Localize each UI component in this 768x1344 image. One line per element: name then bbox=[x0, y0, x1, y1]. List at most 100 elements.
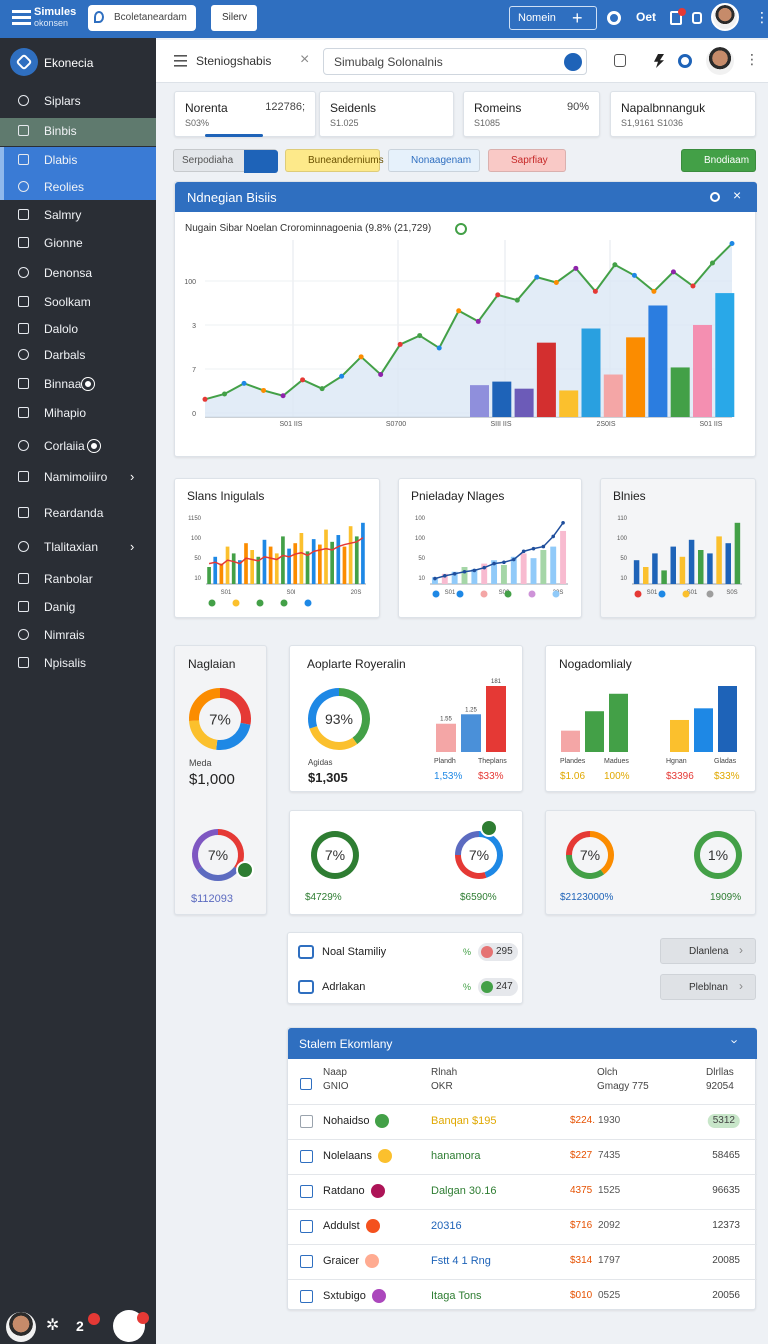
bar bbox=[311, 539, 316, 584]
active-item bbox=[0, 118, 156, 146]
footer-icon: ✲ bbox=[46, 1317, 60, 1334]
menu-item[interactable]: Binbis bbox=[44, 124, 77, 138]
point bbox=[456, 308, 462, 314]
menu-item[interactable]: Darbals bbox=[44, 348, 86, 362]
filter-button[interactable]: Serpodiaha bbox=[173, 149, 278, 173]
x-tick-label: S01 bbox=[221, 590, 232, 596]
action-button[interactable]: Nomein + bbox=[509, 6, 597, 30]
search-box[interactable]: Bcoletaneardam bbox=[88, 5, 196, 31]
bar bbox=[536, 342, 556, 417]
close-icon[interactable]: × bbox=[300, 51, 310, 68]
pill-value: 295 bbox=[496, 946, 513, 957]
menu-item[interactable]: Danig bbox=[44, 600, 76, 614]
filter-button[interactable]: Bnodiaam bbox=[681, 149, 756, 172]
menu-item[interactable]: Salmry bbox=[44, 208, 82, 222]
sidebar-title: Ekonecia bbox=[44, 56, 94, 70]
menu-item[interactable]: Reolies bbox=[44, 180, 85, 194]
bar bbox=[451, 571, 458, 584]
bolt-icon[interactable] bbox=[654, 54, 664, 68]
menu-item[interactable]: Siplars bbox=[44, 94, 81, 108]
chart-subtitle: Nugain Sibar Noelan Crorominnagoenia (9.… bbox=[185, 223, 432, 234]
menu-item[interactable]: Mihapio bbox=[44, 406, 87, 420]
search-button bbox=[564, 53, 582, 71]
chevron: › bbox=[130, 539, 135, 554]
point bbox=[475, 318, 481, 324]
stat-sub: S1085 bbox=[474, 118, 501, 128]
filter-button[interactable]: Saprfiay bbox=[488, 149, 566, 172]
gear-icon[interactable] bbox=[607, 11, 621, 25]
menu-item[interactable]: Dlabis bbox=[44, 153, 78, 167]
kpi-label: Meda bbox=[189, 758, 212, 768]
list-unit: % bbox=[463, 982, 472, 992]
menu-item[interactable]: Dalolo bbox=[44, 322, 79, 336]
row-total: 20085 bbox=[712, 1255, 740, 1266]
checkbox[interactable] bbox=[300, 1115, 313, 1128]
row-separator bbox=[288, 1104, 757, 1105]
filter-button[interactable]: Buneanderniums bbox=[285, 149, 384, 172]
row-separator bbox=[288, 1139, 757, 1140]
logo-star bbox=[15, 53, 33, 71]
menu-item[interactable]: Namimoiiiro bbox=[44, 470, 108, 484]
checkbox bbox=[300, 1078, 312, 1090]
checkbox[interactable] bbox=[300, 1185, 313, 1198]
point bbox=[433, 576, 437, 581]
donut-segment bbox=[338, 688, 370, 745]
row-amount: $716 bbox=[570, 1220, 593, 1231]
menu-item[interactable]: Gionne bbox=[44, 236, 83, 250]
pill-dot bbox=[481, 981, 493, 993]
menu-item[interactable]: Npisalis bbox=[44, 656, 87, 670]
bar bbox=[491, 560, 498, 584]
search-icon bbox=[94, 11, 104, 23]
point bbox=[495, 292, 501, 298]
lock-icon[interactable] bbox=[614, 54, 626, 67]
menu-item[interactable]: Soolkam bbox=[44, 295, 91, 309]
chart-title: Ndnegian Bisiis bbox=[187, 190, 277, 205]
checkbox[interactable] bbox=[300, 1220, 313, 1233]
close-icon[interactable]: × bbox=[733, 187, 742, 203]
avatar[interactable] bbox=[706, 47, 734, 75]
menu-icon bbox=[18, 657, 29, 668]
x-tick-label: S0S bbox=[726, 590, 737, 596]
point bbox=[261, 387, 267, 393]
badge bbox=[137, 1312, 149, 1324]
menu-item[interactable]: Ranbolar bbox=[44, 572, 93, 586]
search-box[interactable]: Simubalg Solonalnis bbox=[323, 48, 587, 75]
caption: Madues bbox=[604, 758, 629, 765]
checkbox[interactable] bbox=[300, 1255, 313, 1268]
checkbox[interactable] bbox=[300, 1150, 313, 1163]
row-separator bbox=[288, 1209, 757, 1210]
menu-item[interactable]: Binnaa bbox=[44, 377, 82, 391]
bar bbox=[330, 541, 334, 584]
avatar[interactable] bbox=[711, 3, 739, 31]
point bbox=[709, 260, 715, 266]
y-tick-label: 100 bbox=[184, 279, 196, 286]
side-button[interactable]: Dlanlena › bbox=[660, 938, 756, 964]
side-button[interactable]: Pleblnan › bbox=[660, 974, 756, 1000]
alert-icon[interactable] bbox=[692, 12, 702, 24]
stat-label: Seidenls bbox=[330, 101, 377, 115]
settings-icon[interactable] bbox=[678, 54, 692, 68]
checkbox[interactable] bbox=[300, 1290, 313, 1303]
bar bbox=[213, 556, 218, 584]
menu-item[interactable]: Reardanda bbox=[44, 506, 104, 520]
column-header: Naap bbox=[323, 1067, 347, 1078]
row-total: 96635 bbox=[712, 1185, 740, 1196]
search-icon[interactable] bbox=[710, 192, 720, 202]
stat-card: Romeins 90% S1085 bbox=[463, 91, 600, 137]
chart-title: Slans Inigulals bbox=[187, 489, 265, 503]
bar bbox=[652, 553, 658, 584]
menu-item[interactable]: Corlaiia bbox=[44, 439, 85, 453]
notification-icon[interactable] bbox=[670, 11, 682, 25]
point bbox=[651, 288, 657, 294]
menu-item[interactable]: Denonsa bbox=[44, 266, 93, 280]
bar bbox=[648, 305, 668, 417]
point bbox=[417, 333, 423, 339]
donut-center: 1% bbox=[708, 847, 728, 863]
menu-item[interactable]: Nimrais bbox=[44, 628, 85, 642]
button[interactable]: Silerv bbox=[211, 5, 257, 31]
menu-item[interactable]: Tlalitaxian bbox=[44, 540, 99, 554]
filter-button[interactable]: Nonaagenam bbox=[388, 149, 480, 172]
kpi-label: Agidas bbox=[308, 758, 333, 767]
point bbox=[631, 272, 637, 278]
